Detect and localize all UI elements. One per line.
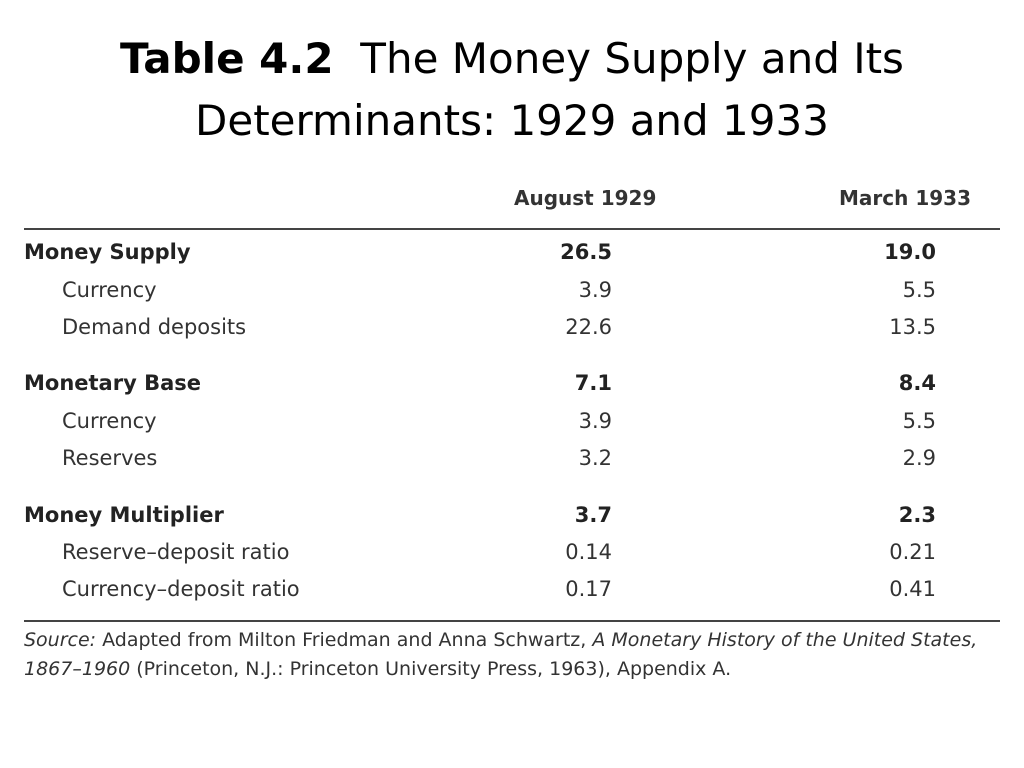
value-march-1933: 8.4 (898, 371, 936, 395)
slide-title: Table 4.2 The Money Supply and Its Deter… (40, 28, 984, 152)
table-row-reserves: Reserves 3.2 2.9 (24, 446, 1000, 480)
table-top-rule (24, 228, 1000, 230)
table-row-currency-deposit-ratio: Currency–deposit ratio 0.17 0.41 (24, 577, 1000, 611)
value-march-1933: 5.5 (902, 278, 936, 302)
row-label: Currency (62, 278, 157, 302)
table-row-demand-deposits: Demand deposits 22.6 13.5 (24, 315, 1000, 349)
table-row-money-multiplier: Money Multiplier 3.7 2.3 (24, 503, 1000, 537)
source-text: Adapted from Milton Friedman and Anna Sc… (96, 629, 593, 651)
row-label: Monetary Base (24, 371, 202, 395)
column-header-august-1929: August 1929 (514, 186, 657, 210)
value-march-1933: 2.9 (902, 446, 936, 470)
value-august-1929: 26.5 (560, 240, 612, 264)
table-row-money-supply: Money Supply 26.5 19.0 (24, 240, 1000, 274)
value-august-1929: 3.7 (574, 503, 612, 527)
row-label: Money Supply (24, 240, 191, 264)
value-march-1933: 19.0 (884, 240, 936, 264)
row-label: Reserves (62, 446, 158, 470)
value-august-1929: 7.1 (574, 371, 612, 395)
table-row-monetary-base: Monetary Base 7.1 8.4 (24, 371, 1000, 405)
value-august-1929: 22.6 (565, 315, 612, 339)
value-august-1929: 3.9 (578, 409, 612, 433)
value-august-1929: 0.14 (565, 540, 612, 564)
row-label: Demand deposits (62, 315, 247, 339)
row-label: Money Multiplier (24, 503, 224, 527)
value-august-1929: 3.9 (578, 278, 612, 302)
source-publisher: (Princeton, N.J.: Princeton University P… (130, 658, 732, 680)
row-label: Currency–deposit ratio (62, 577, 300, 601)
row-label: Currency (62, 409, 157, 433)
source-note: Source: Adapted from Milton Friedman and… (24, 626, 1000, 684)
value-march-1933: 0.41 (889, 577, 936, 601)
value-march-1933: 0.21 (889, 540, 936, 564)
table-bottom-rule (24, 620, 1000, 622)
source-book-title: A Monetary History of the United States,… (24, 629, 978, 680)
table-title: The Money Supply and Its Determinants: 1… (195, 34, 904, 145)
value-march-1933: 5.5 (902, 409, 936, 433)
table-row-currency: Currency 3.9 5.5 (24, 409, 1000, 443)
value-august-1929: 0.17 (565, 577, 612, 601)
source-lead: Source: (24, 629, 97, 651)
table-row-reserve-deposit-ratio: Reserve–deposit ratio 0.14 0.21 (24, 540, 1000, 574)
value-august-1929: 3.2 (578, 446, 612, 470)
value-march-1933: 13.5 (889, 315, 936, 339)
column-header-march-1933: March 1933 (839, 186, 971, 210)
value-march-1933: 2.3 (898, 503, 936, 527)
table-number: Table 4.2 (120, 34, 334, 83)
table-row-currency: Currency 3.9 5.5 (24, 278, 1000, 312)
row-label: Reserve–deposit ratio (62, 540, 290, 564)
